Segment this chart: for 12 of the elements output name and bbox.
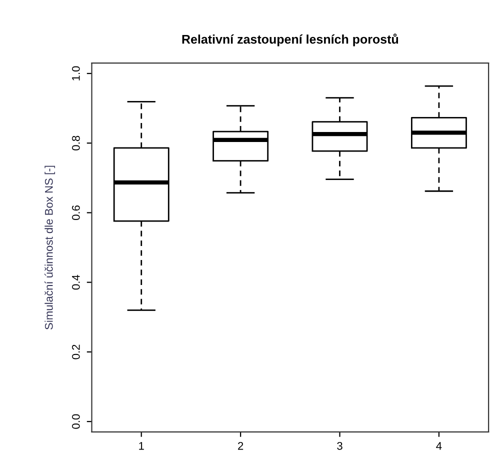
x-tick-label: 3 [337,442,342,450]
chart-title: Relativní zastoupení lesních porostů [182,34,398,46]
y-tick-label: 0.2 [72,344,80,360]
x-tick-label: 1 [139,442,144,450]
y-tick-label: 0.0 [72,414,80,429]
y-axis-title: Simulační účinnost dle Box NS [-] [44,166,56,330]
y-tick-label: 0.6 [72,205,80,220]
y-tick-label: 0.8 [72,136,80,150]
x-tick-label: 2 [238,442,244,450]
x-tick-label: 4 [436,442,442,450]
y-tick-label: 1.0 [72,66,80,80]
y-tick-label: 0.4 [72,274,80,290]
